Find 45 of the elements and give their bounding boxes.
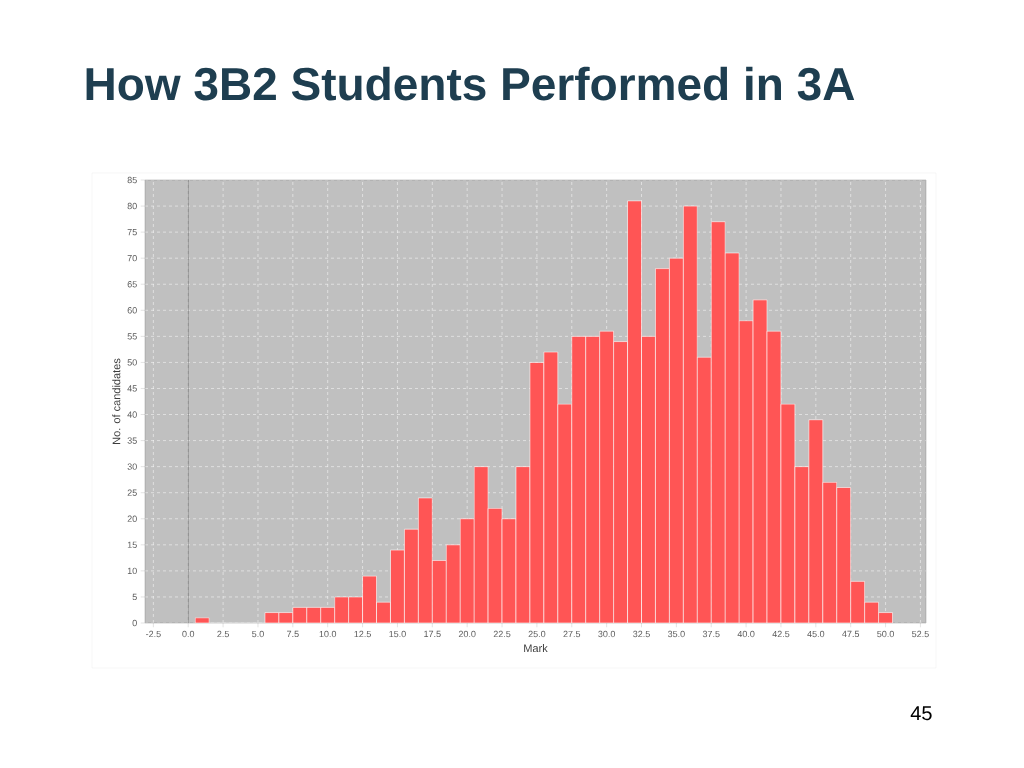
- y-tick-label: 75: [127, 228, 137, 236]
- y-tick-label: 5: [132, 593, 137, 601]
- x-tick-label: 50.0: [877, 630, 894, 638]
- chart-title: How 3B2 Students Performed in 3A: [86, 66, 855, 101]
- x-tick-label: 20.0: [458, 630, 476, 638]
- y-tick-label: 55: [127, 333, 137, 340]
- y-tick-label: 25: [127, 489, 137, 496]
- y-tick-label: 80: [127, 202, 137, 210]
- x-tick-label: 10.0: [319, 630, 337, 638]
- text: 45: [910, 706, 932, 721]
- x-tick-label: 22.5: [493, 630, 511, 638]
- x-tick-label: 5.0: [252, 630, 264, 638]
- y-tick-label: 35: [127, 437, 137, 444]
- x-tick-label: 7.5: [287, 630, 299, 638]
- x-tick-label: 45.0: [807, 630, 825, 638]
- y-tick-label: 50: [127, 359, 137, 366]
- y-tick-label: 30: [127, 463, 137, 470]
- y-tick-label: 60: [127, 307, 137, 314]
- x-tick-label: 25.0: [528, 630, 546, 638]
- y-tick-label: 15: [127, 541, 137, 548]
- y-tick-label: 65: [127, 281, 137, 288]
- y-tick-label: 0: [132, 619, 137, 627]
- x-tick-label: 42.5: [772, 630, 790, 638]
- y-tick-label: 70: [127, 254, 137, 262]
- x-tick-label: 0.0: [182, 630, 195, 638]
- x-tick-label: 40.0: [737, 630, 755, 638]
- y-tick-label: 20: [127, 515, 137, 522]
- x-tick-label: 12.5: [354, 630, 371, 638]
- y-tick-label: 10: [127, 567, 137, 575]
- x-tick-label: 17.5: [424, 630, 441, 638]
- x-tick-label: 2.5: [217, 630, 229, 638]
- x-axis-title: Mark: [524, 644, 548, 653]
- y-axis-title: No. of candidates: [112, 358, 121, 444]
- y-tick-label: 85: [127, 176, 137, 184]
- x-tick-label: 32.5: [633, 630, 650, 638]
- x-tick-label: -2.5: [146, 630, 161, 638]
- y-tick-label: 40: [127, 411, 137, 418]
- x-tick-label: 37.5: [702, 630, 720, 638]
- y-tick-label: 45: [127, 385, 137, 392]
- x-tick-label: 15.0: [389, 630, 406, 638]
- x-tick-label: 30.0: [598, 630, 616, 638]
- x-tick-label: 52.5: [912, 630, 929, 638]
- x-tick-label: 47.5: [842, 630, 860, 638]
- x-tick-label: 35.0: [667, 630, 685, 638]
- x-tick-label: 27.5: [563, 630, 581, 638]
